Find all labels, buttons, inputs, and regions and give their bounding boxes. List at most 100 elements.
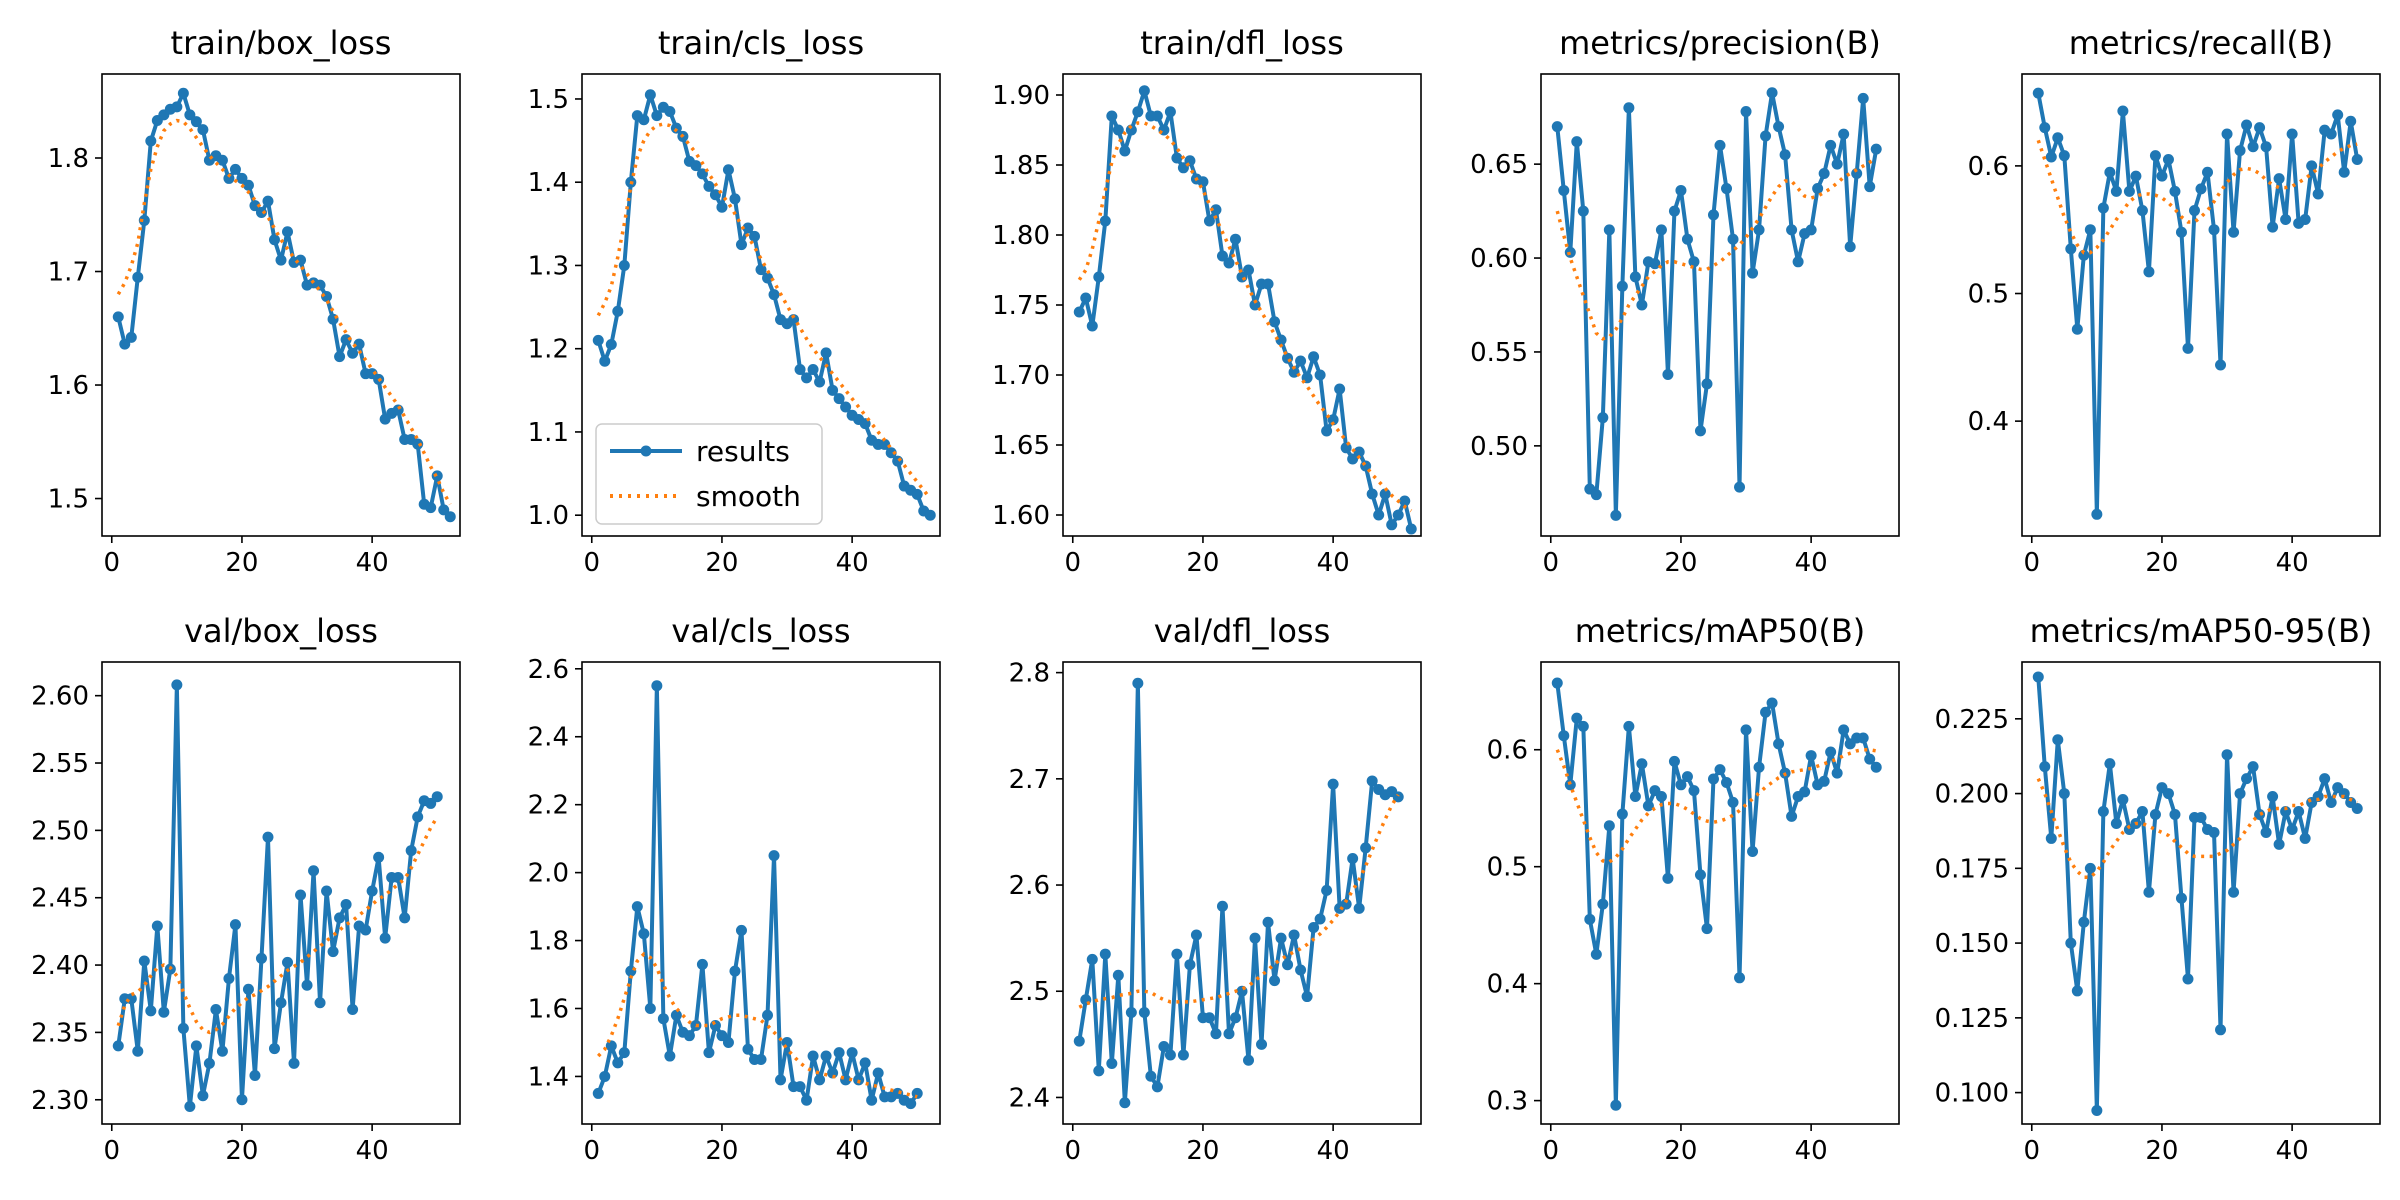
data-point — [2312, 188, 2324, 200]
x-tick-label: 0 — [1542, 1136, 1559, 1166]
axes-frame — [101, 73, 461, 537]
data-point — [801, 372, 813, 384]
subplot-grid: train/box_loss 0 20 40 1.5 1.6 1.7 1.8 train/cls… — [31, 24, 2381, 1166]
data-point — [1597, 412, 1609, 424]
data-point — [210, 1004, 222, 1016]
data-point — [1282, 959, 1294, 971]
data-point — [833, 393, 845, 405]
data-point — [2299, 832, 2311, 844]
x-tick-label: 20 — [1664, 1136, 1697, 1166]
data-point — [1747, 267, 1759, 279]
data-point — [762, 272, 774, 284]
data-point — [664, 1050, 676, 1062]
x-tick-label: 0 — [1542, 548, 1559, 578]
data-point — [592, 334, 604, 346]
data-point — [1668, 755, 1680, 767]
data-point — [1249, 932, 1261, 944]
y-tick-label: 1.8 — [528, 927, 569, 957]
data-point — [275, 997, 287, 1009]
data-point — [2162, 788, 2174, 800]
data-point — [1184, 959, 1196, 971]
data-point — [171, 679, 183, 691]
x-tick-label: 20 — [705, 548, 738, 578]
y-tick-label: 1.8 — [48, 144, 89, 174]
data-point — [1760, 706, 1772, 718]
data-point — [1171, 152, 1183, 164]
data-point — [125, 331, 137, 343]
data-point — [2149, 150, 2161, 162]
data-point — [262, 831, 274, 843]
axes-title: val/box_loss — [184, 612, 378, 650]
data-point — [2215, 1024, 2227, 1036]
data-point — [618, 1047, 630, 1059]
data-point — [2039, 122, 2051, 134]
data-point — [1216, 250, 1228, 262]
data-point — [1655, 224, 1667, 236]
data-point — [1314, 913, 1326, 925]
series-results-line — [116, 682, 439, 1109]
data-point — [1405, 523, 1417, 535]
data-point — [314, 997, 326, 1009]
data-point — [301, 979, 313, 991]
data-point — [1158, 1040, 1170, 1052]
data-point — [1590, 948, 1602, 960]
y-tick-label: 0.6 — [1968, 152, 2009, 182]
data-point — [1223, 1028, 1235, 1040]
data-point — [347, 347, 359, 359]
data-point — [1243, 1054, 1255, 1066]
y-tick-label: 0.55 — [1470, 338, 1528, 368]
data-point — [197, 124, 209, 136]
data-point — [112, 311, 124, 323]
data-point — [2045, 832, 2057, 844]
data-point — [1132, 677, 1144, 689]
data-point — [1642, 800, 1654, 812]
x-tick-label: 0 — [103, 1136, 120, 1166]
data-point — [1870, 143, 1882, 155]
data-point — [1558, 184, 1570, 196]
data-point — [1269, 316, 1281, 328]
data-point — [373, 851, 385, 863]
data-point — [1681, 233, 1693, 245]
data-point — [431, 470, 443, 482]
y-tick-label: 1.70 — [992, 361, 1050, 391]
data-point — [1649, 258, 1661, 270]
data-point — [690, 160, 702, 172]
data-point — [2267, 221, 2279, 233]
data-point — [1564, 779, 1576, 791]
data-point — [321, 885, 333, 897]
data-point — [1766, 697, 1778, 709]
data-point — [879, 438, 891, 450]
data-point — [1851, 168, 1863, 180]
x-tick-label: 20 — [225, 548, 258, 578]
data-point — [1106, 110, 1118, 122]
y-tick-label: 0.3 — [1487, 1087, 1528, 1117]
data-point — [612, 1057, 624, 1069]
data-point — [605, 339, 617, 351]
axes-frame — [1540, 73, 1900, 537]
data-point — [905, 1098, 917, 1110]
data-point — [1164, 106, 1176, 118]
legend-results-marker — [640, 445, 652, 457]
data-point — [1773, 738, 1785, 750]
data-point — [709, 189, 721, 201]
data-point — [366, 885, 378, 897]
data-point — [1551, 677, 1563, 689]
data-point — [2058, 788, 2070, 800]
data-point — [1314, 369, 1326, 381]
x-tick-label: 0 — [2023, 548, 2040, 578]
data-point — [1675, 184, 1687, 196]
data-point — [2188, 205, 2200, 217]
data-point — [1603, 820, 1615, 832]
data-point — [2241, 773, 2253, 785]
data-point — [1366, 775, 1378, 787]
data-point — [605, 1040, 617, 1052]
data-point — [722, 164, 734, 176]
data-point — [425, 502, 437, 514]
data-point — [1151, 110, 1163, 122]
data-point — [1812, 183, 1824, 195]
y-tick-label: 0.4 — [1968, 407, 2009, 437]
y-tick-label: 0.225 — [1935, 705, 2009, 735]
data-point — [2241, 119, 2253, 131]
data-point — [2084, 224, 2096, 236]
